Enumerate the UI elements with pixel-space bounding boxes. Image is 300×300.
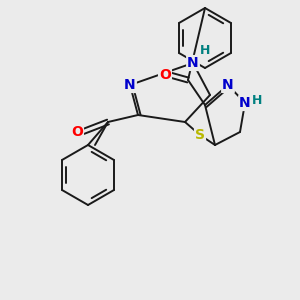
Text: N: N (239, 96, 251, 110)
Text: N: N (124, 78, 136, 92)
Text: S: S (195, 128, 205, 142)
Text: H: H (252, 94, 262, 107)
Text: O: O (159, 68, 171, 82)
Text: N: N (222, 78, 234, 92)
Text: O: O (71, 125, 83, 139)
Text: H: H (200, 44, 210, 58)
Text: N: N (187, 56, 199, 70)
